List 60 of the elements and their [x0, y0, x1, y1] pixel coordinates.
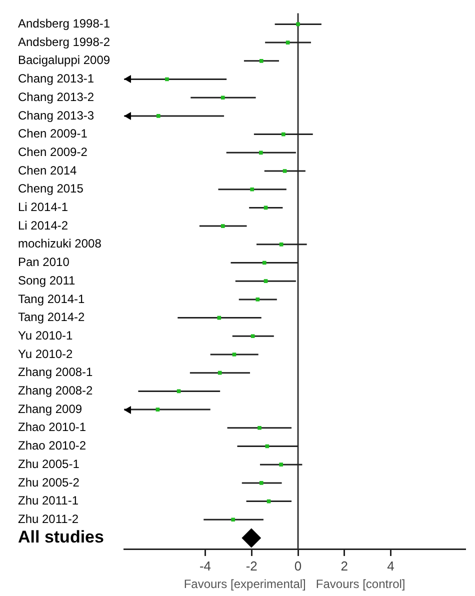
y-tick-label: All studies — [18, 528, 104, 547]
y-tick-label: Chen 2009-1 — [18, 126, 88, 141]
point — [218, 370, 222, 375]
y-tick-label: Zhu 2005-1 — [18, 456, 80, 471]
y-tick-label: Zhu 2005-2 — [18, 475, 80, 490]
x-tick-label: 0 — [294, 558, 302, 574]
y-tick-label: Zhang 2008-1 — [18, 365, 94, 380]
y-tick-label: Chang 2013-2 — [18, 90, 94, 104]
y-tick-label: Cheng 2015 — [18, 182, 84, 196]
point — [256, 298, 260, 302]
y-tick-label: Chen 2014 — [18, 163, 78, 178]
y-tick-label: Chang 2013-1 — [18, 72, 94, 86]
y-tick-label: Li 2014-2 — [18, 218, 68, 232]
y-tick-label: Zhang 2008-2 — [18, 384, 94, 398]
point — [286, 40, 290, 44]
point — [165, 77, 169, 82]
y-tick-label: Pan 2010 — [18, 255, 70, 270]
point — [262, 260, 266, 265]
point — [259, 481, 264, 485]
point — [281, 132, 286, 136]
y-tick-label: Yu 2010-1 — [18, 328, 74, 342]
point — [231, 518, 235, 522]
y-tick-label: Zhu 2011-2 — [18, 512, 79, 526]
point — [242, 528, 261, 548]
y-tick-label: Chen 2009-2 — [18, 144, 88, 159]
point — [296, 22, 300, 26]
y-tick-label: Yu 2010-2 — [18, 346, 74, 361]
y-tick-label: Tang 2014-1 — [18, 292, 86, 306]
y-tick-label: Zhao 2010-1 — [18, 420, 86, 434]
y-tick-label: Song 2011 — [18, 273, 76, 288]
y-tick-label: Andsberg 1998-2 — [18, 34, 110, 49]
y-tick-label: Bacigaluppi 2009 — [18, 53, 110, 68]
y-tick-label: Tang 2014-2 — [18, 310, 86, 324]
point — [259, 58, 264, 63]
point — [250, 187, 254, 192]
point — [232, 352, 236, 356]
x-tick-label: 2 — [340, 558, 348, 574]
y-tick-label: Zhang 2009 — [18, 402, 82, 416]
point — [156, 114, 160, 118]
point — [279, 462, 283, 467]
point — [220, 224, 225, 228]
x-axis-title: Favours [experimental] Favours [control] — [184, 577, 406, 592]
y-tick-label: Zhao 2010-2 — [18, 438, 86, 453]
point — [264, 279, 268, 284]
x-tick-label: -4 — [199, 558, 212, 574]
point — [258, 426, 262, 430]
y-tick-label: Li 2014-1 — [18, 200, 68, 214]
y-tick-label: Chang 2013-3 — [18, 108, 94, 122]
point — [279, 242, 284, 246]
point — [250, 334, 255, 338]
x-tick-label: -2 — [246, 558, 258, 574]
point — [258, 150, 263, 155]
y-tick-label: Zhu 2011-1 — [18, 494, 79, 508]
x-tick-label: 4 — [387, 558, 394, 574]
point — [156, 408, 160, 412]
y-tick-label: mochizuki 2008 — [18, 236, 102, 251]
point — [217, 316, 222, 320]
point — [220, 96, 225, 100]
y-tick-label: Andsberg 1998-1 — [18, 16, 110, 31]
point — [282, 169, 287, 173]
